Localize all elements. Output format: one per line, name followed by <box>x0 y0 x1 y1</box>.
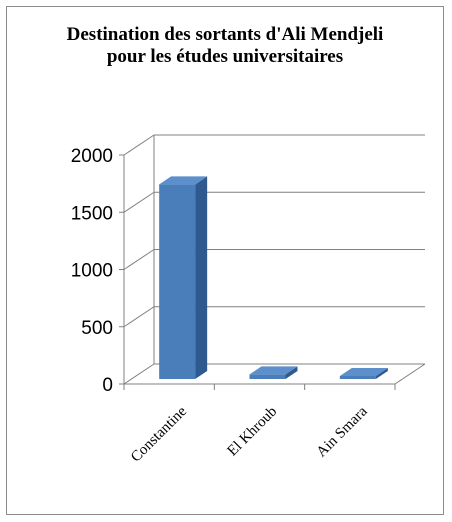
gridline-side <box>123 249 155 270</box>
chart-frame <box>6 6 444 515</box>
axis-layer <box>119 135 426 390</box>
bar <box>339 376 376 379</box>
x-tick-label: Ain Smara <box>314 403 371 460</box>
bar-top <box>159 176 208 185</box>
bar-top <box>339 368 388 376</box>
y-tick-label: 1000 <box>71 261 113 282</box>
label-layer: 0 500 1000 1500 2000 Constantine El Khroub Ain … <box>71 146 371 466</box>
bar-side <box>195 176 208 379</box>
floor-right-edge <box>394 363 426 385</box>
bar <box>249 374 286 379</box>
gridline-side <box>123 363 155 385</box>
gridline-side <box>123 191 155 213</box>
bar-layer <box>159 176 388 379</box>
y-tick-label: 500 <box>81 318 113 339</box>
y-tick-label: 2000 <box>71 146 113 167</box>
bar-side <box>285 366 298 379</box>
x-tick-label: El Khroub <box>225 404 281 460</box>
y-tick-label: 1500 <box>71 203 113 224</box>
x-tick-label: Constantine <box>128 403 190 465</box>
y-tick-label: 0 <box>102 375 113 396</box>
gridline-side <box>123 306 155 328</box>
bar-side <box>375 368 388 379</box>
bar <box>159 184 196 379</box>
chart-title: Destination des sortants d'Ali Mendjeli … <box>66 24 384 67</box>
bar-top <box>249 366 298 375</box>
gridline-side <box>123 134 155 156</box>
